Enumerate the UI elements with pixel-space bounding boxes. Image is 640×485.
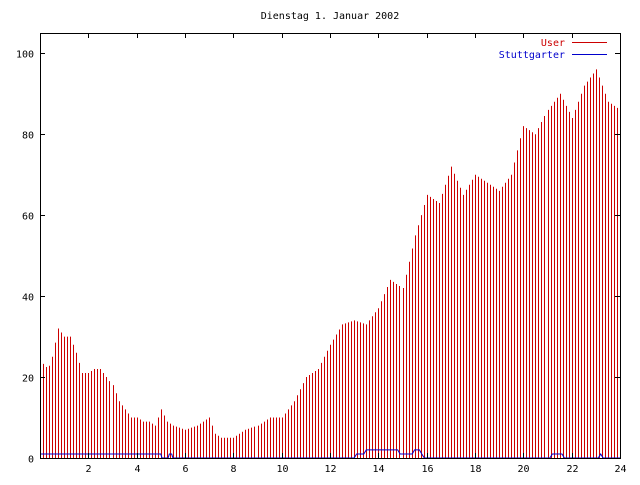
x-tick-label: 6 <box>182 464 188 475</box>
x-tick-label: 12 <box>324 464 336 475</box>
y-tick-label: 80 <box>22 131 34 142</box>
y-tick-label: 100 <box>16 50 34 61</box>
x-tick-label: 22 <box>566 464 578 475</box>
x-tick-label: 16 <box>421 464 433 475</box>
x-tick-label: 4 <box>134 464 140 475</box>
y-tick-label: 0 <box>28 455 34 466</box>
user-series <box>40 69 621 458</box>
x-tick-label: 2 <box>85 464 91 475</box>
legend-label: Stuttgarter <box>499 50 565 61</box>
chart-title: Dienstag 1. Januar 2002 <box>261 11 399 22</box>
y-tick-label: 60 <box>22 212 34 223</box>
stuttgarter-series <box>40 449 620 459</box>
legend-label: User <box>541 38 565 49</box>
x-tick-label: 18 <box>469 464 481 475</box>
x-tick-label: 14 <box>372 464 384 475</box>
plot-marks <box>40 69 621 459</box>
y-tick-label: 20 <box>22 374 34 385</box>
x-tick-label: 20 <box>517 464 529 475</box>
x-tick-label: 8 <box>230 464 236 475</box>
x-tick-label: 10 <box>276 464 288 475</box>
x-tick-label: 24 <box>614 464 626 475</box>
stuttgarter-line <box>40 449 620 459</box>
y-tick-label: 40 <box>22 293 34 304</box>
